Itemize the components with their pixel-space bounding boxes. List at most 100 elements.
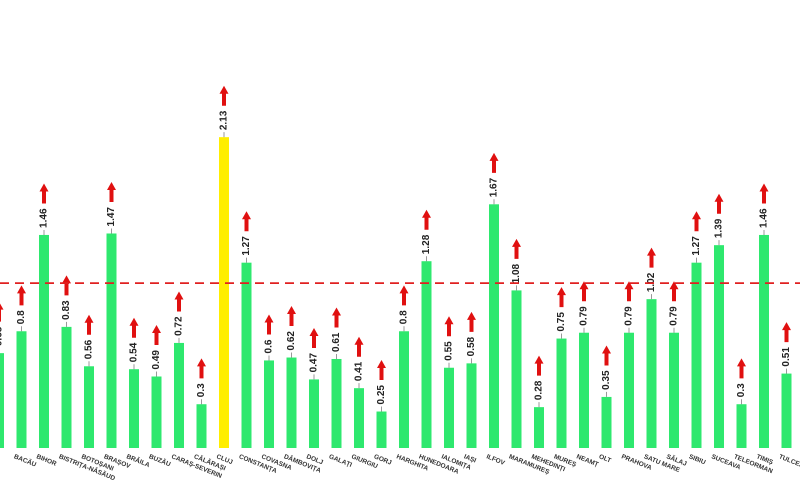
value-label: 0.55 [444,341,455,361]
bar [39,234,49,448]
arrow-up [84,314,94,335]
arrow-up [0,303,4,322]
x-tick-label: ILFOV [485,453,506,467]
arrow-up [197,358,206,379]
value-label: 0.28 [534,380,545,400]
value-label: 1.46 [759,208,770,228]
bar [466,363,477,448]
value-label: 0.25 [376,385,387,405]
bar [174,342,184,448]
arrow-up [579,281,589,302]
value-label: 1.27 [241,236,252,256]
arrow-up [692,211,701,232]
x-tick-label: IAȘI [463,453,478,464]
x-tick-label: BIHOR [35,453,57,467]
value-label: 0.75 [556,312,567,332]
arrow-up [512,238,521,259]
bar [196,404,207,448]
bar [264,360,274,448]
value-label: 1.47 [106,207,117,227]
bar [444,367,454,448]
bar [376,411,387,448]
bar [219,137,229,448]
x-tick-label: OLT [598,453,612,464]
arrow-up [557,287,566,308]
value-label: 0.56 [84,339,95,359]
bar [151,376,162,448]
value-label: 1.28 [421,234,432,254]
value-label: 0.79 [624,306,635,326]
arrow-up [444,316,454,337]
bar [669,332,679,448]
value-label: 0.3 [736,383,747,397]
arrow-up [399,285,409,306]
value-label: 0.41 [354,361,365,381]
arrow-up [17,285,26,306]
value-label: 0.54 [129,342,140,362]
bar [241,262,252,448]
arrow-up [107,182,116,203]
arrow-up [62,275,71,296]
arrow-up [534,355,544,376]
bar [624,332,634,448]
arrow-up [354,336,364,357]
arrow-up [219,85,229,106]
bar [16,331,27,448]
value-label: 1.46 [39,208,50,228]
arrow-up [152,325,161,346]
x-tick-label: NEAMȚ [575,453,599,468]
arrow-up [669,281,679,302]
value-label: 0.79 [669,306,680,326]
value-label: 0.49 [151,350,162,370]
bar [781,373,792,448]
value-label: 0.47 [309,353,320,373]
arrow-up [242,211,251,232]
value-label: 0.35 [601,370,612,390]
arrow-up [264,314,274,335]
bar [691,262,702,448]
value-label: 0.61 [331,332,342,352]
x-tick-label: BACĂU [13,452,38,469]
arrow-up [737,358,746,379]
bar [601,396,612,448]
arrow-up [714,193,724,214]
bar [534,407,544,448]
arrow-up [422,209,431,230]
bar [714,245,724,448]
value-label: 0.65 [0,326,5,346]
value-label: 2.13 [219,110,230,130]
value-label: 0.83 [61,300,72,320]
bar [331,358,342,448]
arrow-up [467,311,476,332]
value-label: 0.3 [196,383,207,397]
arrow-up [377,360,386,381]
value-label: 1.08 [511,263,522,283]
arrow-up [624,281,634,302]
bar [736,404,747,448]
arrow-up [287,306,296,327]
arrow-up [332,307,341,328]
bar [129,369,139,448]
arrow-up [602,345,611,366]
bar [84,366,94,448]
arrow-up [489,152,499,173]
value-label: 0.79 [579,306,590,326]
x-tick-label: SIBIU [688,453,707,466]
bar [0,353,4,448]
value-label: 0.58 [466,336,477,356]
x-tick-label: BUZĂU [148,452,173,469]
bar [489,204,499,448]
bar [309,379,319,448]
value-label: 0.51 [781,347,792,367]
arrow-up [782,322,791,343]
bar [106,233,117,448]
bar [511,290,522,448]
arrow-up [174,291,184,312]
arrow-up [309,327,319,348]
value-label: 0.8 [399,310,410,324]
bar [579,332,589,448]
bar [354,388,364,448]
bar [61,326,72,448]
value-label: 1.39 [714,218,725,238]
bar [646,299,657,448]
